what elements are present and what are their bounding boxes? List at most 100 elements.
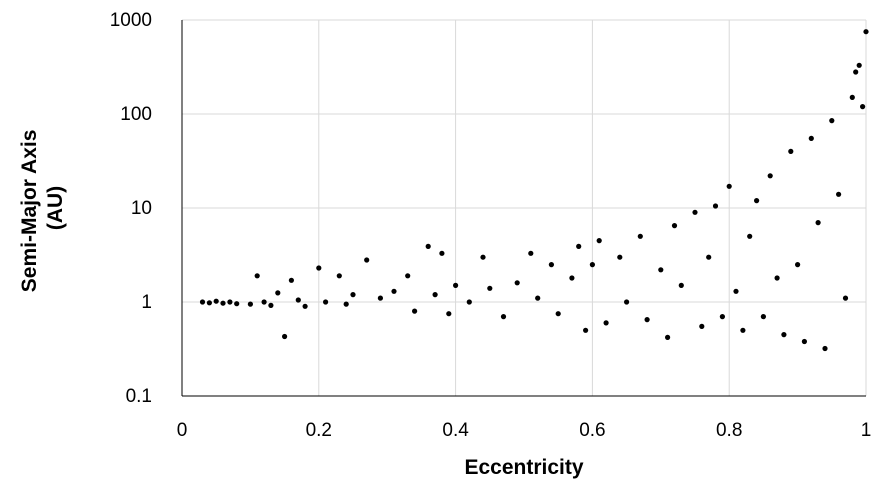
data-point-19	[350, 292, 356, 298]
data-point-41	[583, 327, 589, 333]
data-point-21	[377, 295, 383, 301]
data-point-28	[446, 311, 452, 317]
data-point-50	[665, 334, 671, 340]
data-point-57	[719, 314, 726, 320]
data-point-33	[500, 314, 507, 320]
y-tick-label-0: 0.1	[126, 386, 152, 407]
x-tick-label-5: 1	[861, 420, 872, 441]
data-point-13	[295, 297, 301, 303]
data-point-59	[733, 288, 739, 294]
data-point-4	[227, 299, 233, 305]
data-point-73	[829, 118, 835, 124]
data-point-79	[860, 104, 866, 110]
data-point-65	[774, 275, 780, 281]
data-point-3	[220, 300, 226, 306]
data-point-55	[706, 254, 712, 260]
data-point-22	[391, 288, 397, 294]
x-tick-label-3: 0.6	[579, 420, 605, 441]
data-point-16	[323, 299, 329, 305]
y-axis-title-line-1: Semi-Major Axis	[18, 130, 41, 293]
data-point-63	[760, 314, 767, 320]
data-point-24	[412, 308, 418, 314]
data-point-62	[754, 198, 760, 204]
data-point-58	[726, 183, 732, 189]
data-point-46	[624, 299, 630, 305]
data-point-7	[254, 273, 260, 279]
data-point-23	[405, 273, 411, 279]
data-point-29	[453, 282, 459, 288]
data-point-80	[863, 29, 869, 35]
data-point-44	[603, 320, 609, 326]
data-point-17	[336, 273, 342, 279]
data-point-11	[282, 333, 288, 340]
data-point-32	[487, 285, 493, 291]
data-point-20	[364, 257, 370, 263]
data-point-76	[849, 94, 855, 100]
y-axis-title: Semi-Major Axis (AU)	[18, 124, 67, 292]
data-point-64	[767, 173, 773, 179]
y-tick-labels: 0.1 1 10 100 1000	[110, 10, 152, 407]
x-tick-label-1: 0.2	[306, 420, 332, 441]
data-point-6	[247, 301, 253, 307]
data-point-47	[637, 233, 643, 239]
data-point-48	[644, 317, 650, 323]
data-point-77	[853, 69, 859, 75]
data-point-70	[808, 135, 814, 141]
data-point-72	[822, 345, 828, 352]
y-tick-label-2: 10	[131, 198, 152, 219]
data-point-35	[528, 250, 534, 256]
data-point-5	[234, 301, 240, 307]
data-point-71	[815, 220, 821, 226]
data-point-18	[343, 301, 349, 307]
data-point-42	[589, 262, 596, 268]
y-axis-title-line-2: (AU)	[44, 186, 67, 230]
data-point-30	[466, 299, 472, 305]
data-point-38	[555, 311, 561, 317]
data-point-74	[836, 191, 842, 197]
y-tick-label-4: 1000	[110, 10, 152, 31]
data-point-78	[856, 62, 862, 68]
data-point-43	[596, 238, 602, 244]
data-point-12	[288, 277, 294, 283]
y-tick-label-1: 1	[141, 292, 152, 313]
data-point-36	[535, 295, 541, 301]
data-point-8	[261, 299, 267, 305]
data-point-1	[206, 300, 212, 306]
x-tick-label-0: 0	[177, 420, 188, 441]
data-point-0	[199, 299, 206, 305]
data-point-45	[617, 254, 623, 260]
data-point-15	[316, 265, 322, 271]
scatter-points	[199, 29, 869, 352]
x-axis-title: Eccentricity	[464, 456, 583, 479]
data-point-25	[425, 243, 431, 249]
data-point-52	[678, 282, 684, 288]
data-point-14	[302, 303, 308, 309]
x-tick-label-2: 0.4	[442, 420, 469, 441]
data-point-31	[480, 254, 486, 260]
grid-lines	[182, 19, 867, 397]
data-point-51	[671, 223, 678, 229]
data-point-54	[699, 323, 705, 329]
data-point-66	[781, 332, 787, 338]
data-point-61	[747, 233, 753, 239]
data-point-40	[576, 243, 582, 249]
data-point-60	[740, 327, 746, 333]
data-point-34	[514, 280, 520, 286]
data-point-68	[795, 262, 801, 268]
data-point-75	[842, 295, 849, 301]
x-tick-labels: 0 0.2 0.4 0.6 0.8 1	[177, 420, 872, 441]
x-tick-label-4: 0.8	[716, 420, 742, 441]
data-point-27	[439, 250, 445, 256]
data-point-53	[692, 209, 698, 215]
data-point-56	[712, 203, 719, 209]
plot-frame	[181, 20, 866, 397]
data-point-69	[801, 338, 808, 345]
data-point-49	[658, 267, 664, 273]
y-tick-label-3: 100	[120, 104, 152, 125]
data-point-10	[275, 290, 281, 296]
data-point-37	[548, 262, 555, 268]
data-point-2	[213, 298, 219, 304]
data-point-9	[268, 302, 274, 308]
